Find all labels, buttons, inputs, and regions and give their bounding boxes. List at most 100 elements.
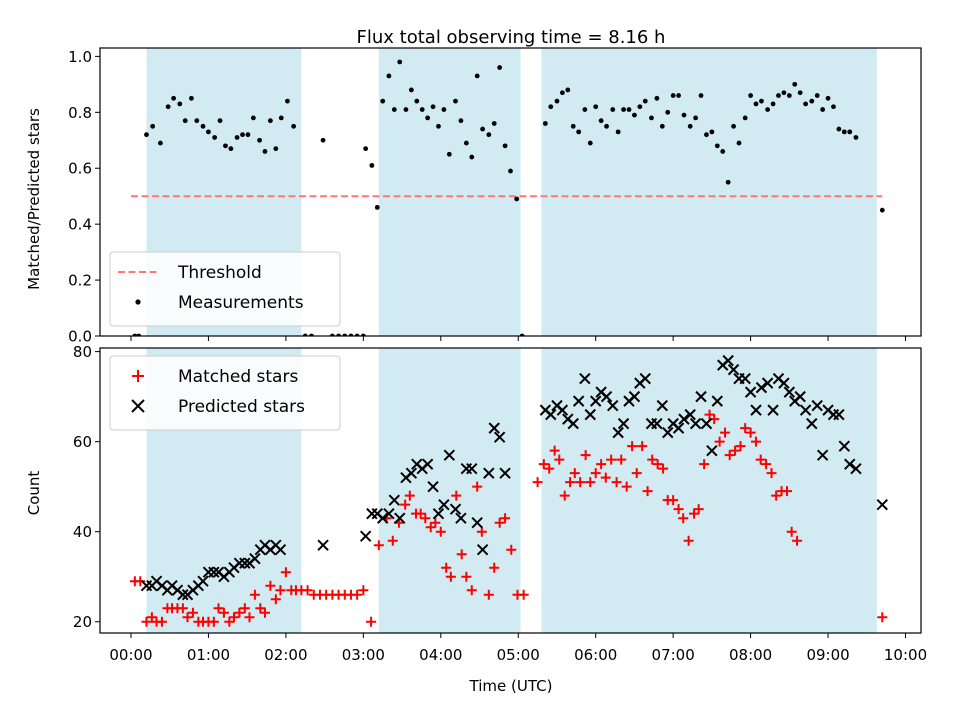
measurement-point [403,107,409,112]
measurement-point [632,112,637,118]
matched-star-point [141,616,152,627]
observing-window-shade [541,348,877,633]
predicted-star-point [499,467,511,479]
measurement-point [704,132,709,138]
matched-star-point [506,544,517,555]
measurement-point [144,132,149,138]
predicted-star-point [239,557,251,569]
predicted-star-point [811,399,823,412]
measurement-point [171,95,176,101]
matched-star-point [532,477,543,488]
predicted-star-point [767,404,779,416]
x-tick-label: 01:00 [187,646,230,664]
measurement-point [693,115,699,121]
predicted-star-point [700,417,713,430]
matched-star-point [234,607,245,618]
measurement-point [408,87,414,93]
figure-title: Flux total observing time = 8.16 h [357,27,666,48]
matched-star-point [755,454,766,465]
predicted-star-point [359,530,372,542]
measurement-point [158,140,163,146]
predicted-star-point [432,507,445,520]
measurement-point [177,101,183,107]
predicted-star-point [794,390,806,403]
measurement-point [262,149,268,154]
y-tick-label: 0.0 [68,328,92,346]
measurement-point [548,104,554,110]
measurement-point [441,107,447,112]
measurement-point [649,115,654,121]
x-tick-label: 05:00 [497,646,540,664]
predicted-star-point [249,553,261,565]
measurement-point [430,104,436,110]
measurement-point [626,107,632,112]
predicted-star-point [388,494,401,506]
matched-star-point [445,571,456,582]
predicted-star-point [695,390,707,403]
measurement-point [776,93,781,98]
matched-star-point [606,454,617,465]
predicted-star-point [421,458,434,470]
measurement-point [369,163,375,168]
legend-label: Threshold [177,263,262,283]
matched-star-point [461,571,472,582]
matched-star-point [580,450,591,461]
measurement-point [879,207,885,213]
measurement-point [194,118,200,124]
matched-star-point [877,612,888,623]
matched-star-point [544,463,555,474]
measurement-point [380,98,386,104]
predicted-star-point [545,408,557,421]
matched-star-point [730,445,741,456]
count-panel: 20 40 60 80 00:00 01:00 02:00 03:00 04:00 05:00 06… [73,343,927,664]
predicted-star-point [628,390,641,403]
measurement-point [508,168,513,174]
predicted-star-point [656,399,669,412]
measurement-point [797,90,803,96]
matched-star-point [483,589,494,600]
predicted-star-point [727,363,740,376]
matched-star-point [668,495,679,506]
matched-star-point [782,486,793,497]
predicted-star-point [567,417,579,430]
measurement-point [250,115,256,121]
matched-star-point [652,459,663,470]
matched-star-point [704,409,715,420]
matched-star-point [476,526,487,537]
measurement-point [200,123,206,129]
measurement-point [474,73,480,79]
measurement-point [414,98,420,104]
matched-star-point [766,468,777,479]
measurement-point [320,137,326,143]
matched-star-point [647,454,658,465]
predicted-star-point [876,498,888,511]
matched-star-point [792,535,803,546]
matched-star-point [585,477,596,488]
matched-star-point [600,472,611,483]
predicted-star-point [612,426,624,439]
predicted-star-point [600,390,613,403]
predicted-star-point [651,417,663,430]
predicted-star-point [850,462,862,475]
matched-star-point [425,522,436,533]
matched-star-point [683,535,694,546]
matched-star-point [720,427,731,438]
axes-frame [99,47,922,337]
matched-star-point [249,589,260,600]
matched-star-point [642,486,653,497]
matched-star-point [404,490,415,501]
predicted-star-point [722,354,734,367]
matched-star-point [228,612,239,623]
x-tick-label: 10:00 [884,646,927,664]
measurement-point [570,123,576,129]
measurement-point [582,107,588,112]
predicted-star-point [799,404,812,416]
x-tick-label: 09:00 [806,646,849,664]
predicted-star-point [556,404,569,416]
y-tick-label: 80 [73,343,92,361]
measurement-point [587,140,593,146]
measurement-point [374,204,380,210]
measurement-point [604,123,609,129]
predicted-star-point [438,498,450,511]
matched-star-point [699,459,710,470]
